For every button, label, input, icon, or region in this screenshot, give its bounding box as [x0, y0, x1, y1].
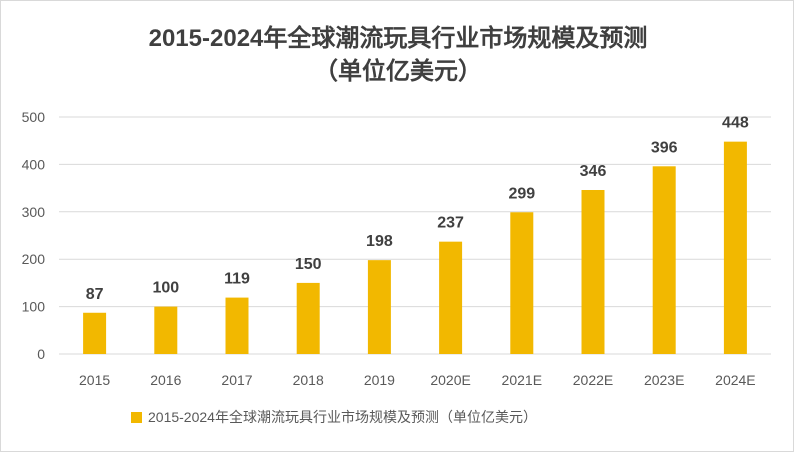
- data-label: 198: [366, 233, 393, 250]
- bars: [83, 141, 747, 354]
- bar: [439, 241, 463, 354]
- x-tick-label: 2020E: [430, 372, 470, 388]
- x-tick-label: 2022E: [573, 372, 613, 388]
- x-tick-label: 2017: [221, 372, 252, 388]
- bar: [83, 312, 107, 354]
- data-label: 87: [86, 286, 104, 303]
- bar: [652, 166, 676, 354]
- bar: [723, 141, 747, 354]
- legend: 2015-2024年全球潮流玩具行业市场规模及预测（单位亿美元）: [131, 409, 537, 425]
- bar: [154, 306, 178, 354]
- data-label: 346: [580, 163, 607, 180]
- x-tick-label: 2019: [364, 372, 395, 388]
- y-tick-label: 200: [22, 251, 46, 267]
- chart-title: 2015-2024年全球潮流玩具行业市场规模及预测: [149, 24, 648, 52]
- data-label: 119: [224, 271, 250, 288]
- bar: [510, 212, 534, 354]
- y-tick-label: 0: [37, 346, 45, 362]
- bar: [225, 297, 249, 354]
- legend-swatch: [131, 412, 142, 423]
- data-label: 237: [437, 215, 464, 232]
- bar: [581, 189, 605, 354]
- y-tick-label: 300: [22, 204, 46, 220]
- data-labels: 87 100 119 150 198 237 299 346 396 448: [86, 115, 749, 303]
- y-tick-label: 500: [22, 109, 46, 125]
- x-tick-label: 2021E: [502, 372, 542, 388]
- y-tick-label: 400: [22, 156, 46, 172]
- x-axis-ticks: 2015 2016 2017 2018 2019 2020E 2021E 2022E 2023E…: [79, 372, 756, 388]
- x-tick-label: 2023E: [644, 372, 684, 388]
- data-label: 150: [295, 256, 322, 273]
- data-label: 396: [651, 139, 678, 156]
- data-label: 100: [152, 280, 179, 297]
- bar: [296, 282, 320, 354]
- data-label: 299: [508, 185, 535, 202]
- data-label: 448: [722, 115, 749, 132]
- x-tick-label: 2016: [150, 372, 181, 388]
- gridlines: [59, 116, 771, 355]
- x-tick-label: 2018: [293, 372, 324, 388]
- x-tick-label: 2024E: [715, 372, 755, 388]
- chart-subtitle: （单位亿美元）: [314, 57, 482, 85]
- y-axis-ticks: 0 100 200 300 400 500: [22, 109, 46, 362]
- y-tick-label: 100: [22, 299, 46, 315]
- bar: [367, 260, 391, 354]
- legend-label: 2015-2024年全球潮流玩具行业市场规模及预测（单位亿美元）: [148, 409, 537, 425]
- x-tick-label: 2015: [79, 372, 110, 388]
